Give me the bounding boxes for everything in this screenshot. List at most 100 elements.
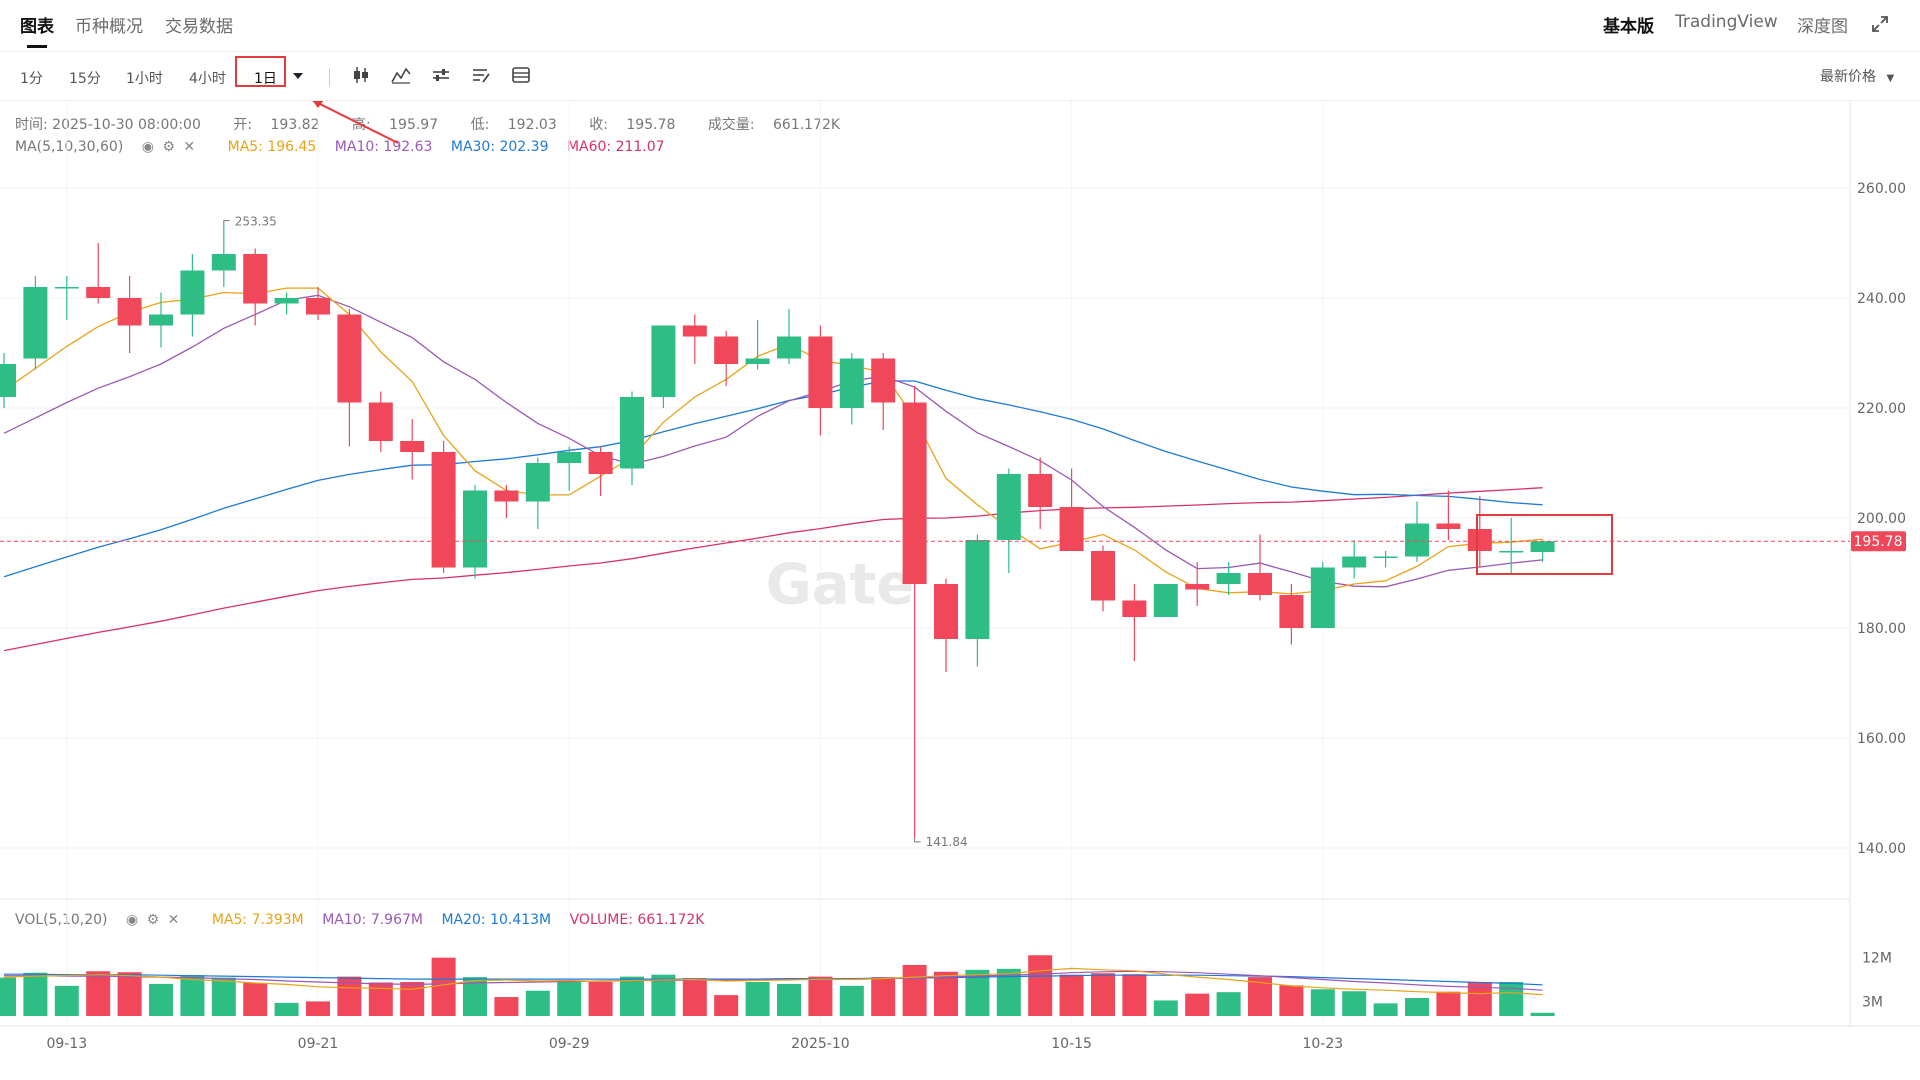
eye-icon[interactable]: ◉ — [141, 139, 154, 155]
eye-icon[interactable]: ◉ — [125, 912, 139, 928]
candle — [1310, 562, 1335, 628]
candle-body — [808, 336, 833, 408]
close-icon[interactable]: ✕ — [167, 912, 180, 928]
tab-basic-version[interactable]: 基本版 — [1603, 17, 1654, 37]
settings-icon[interactable]: ⚙ — [146, 912, 160, 928]
price-annotation: 141.84 — [914, 835, 968, 849]
annotation-label: 253.35 — [235, 215, 277, 229]
volume-bar — [117, 972, 142, 1016]
volume-ma20-line — [4, 973, 1543, 986]
annotation-pointer — [223, 220, 230, 225]
candle — [274, 292, 299, 315]
candle-body — [0, 364, 16, 397]
candle-body — [1530, 541, 1555, 552]
tab-tradingview[interactable]: TradingView — [1675, 12, 1778, 32]
candle-body — [934, 584, 958, 639]
candle — [839, 353, 864, 425]
candle-body — [714, 336, 739, 364]
timeframe-1d[interactable]: 1日 — [254, 71, 277, 87]
candle — [0, 353, 16, 408]
candle — [902, 386, 927, 838]
candle — [1499, 518, 1524, 573]
candle-body — [525, 463, 550, 502]
candlestick-chart[interactable]: 260.00 240.00 220.00 200.00 180.00 160.00 140.… — [0, 101, 1920, 1080]
time-tick-label: 09-21 — [298, 1036, 339, 1052]
candle — [1153, 584, 1178, 617]
tab-depth-chart[interactable]: 深度图 — [1797, 17, 1848, 37]
price-annotation: 253.35 — [223, 215, 277, 229]
indicator-icon[interactable] — [390, 64, 412, 86]
candle — [180, 254, 205, 337]
highlight-box — [1476, 514, 1613, 575]
candle-body — [180, 270, 205, 315]
volume-bar — [274, 1002, 299, 1016]
timeframe-dropdown-icon[interactable] — [292, 71, 304, 81]
volume-bar — [1499, 981, 1524, 1016]
volume-bar — [494, 997, 519, 1016]
last-price-tag — [1851, 531, 1906, 552]
candle — [1436, 490, 1461, 540]
close-icon[interactable]: ✕ — [183, 139, 196, 155]
price-tick-label: 180.00 — [1857, 621, 1906, 637]
candle — [808, 325, 833, 436]
candle — [1279, 584, 1304, 645]
timeframe-15m[interactable]: 15分 — [69, 71, 101, 87]
time-tick-label: 09-13 — [46, 1036, 87, 1052]
candle — [431, 441, 456, 573]
volume-bar — [243, 982, 268, 1016]
candle — [965, 534, 990, 667]
volume-bar — [1059, 974, 1084, 1016]
candle — [1216, 562, 1241, 595]
candle — [1530, 540, 1555, 562]
candle-body — [1059, 507, 1084, 551]
ma-legend-title: MA(5,10,30,60) — [15, 139, 124, 155]
candle — [23, 276, 48, 370]
candle-body — [557, 452, 582, 463]
candle-body — [965, 540, 990, 639]
candle-body — [1279, 595, 1304, 628]
candle — [588, 446, 613, 496]
settings-sliders-icon[interactable] — [430, 64, 452, 86]
candle-body — [54, 287, 79, 289]
toolbar-divider — [329, 68, 330, 86]
volume-bar — [682, 978, 707, 1016]
candle — [463, 485, 487, 579]
tab-coin-overview[interactable]: 币种概况 — [75, 17, 143, 37]
candle-body — [1373, 556, 1398, 558]
volume-bar — [1436, 991, 1461, 1016]
price-type-label: 最新价格 — [1820, 69, 1876, 85]
candle — [400, 419, 425, 480]
tab-trade-data[interactable]: 交易数据 — [165, 17, 233, 37]
ohlc-info-row: 时间: 2025-10-30 08:00:00 开: 193.82 高: 195… — [15, 114, 868, 134]
volume-value: VOLUME: 661.172K — [569, 912, 705, 928]
price-tick-label: 140.00 — [1857, 841, 1906, 857]
fullscreen-icon[interactable] — [1871, 15, 1889, 33]
candle-body — [1153, 584, 1178, 617]
annotation-pointer — [914, 837, 921, 843]
timeframe-1m[interactable]: 1分 — [20, 71, 43, 87]
chevron-down-icon: ▼ — [1886, 73, 1895, 84]
volume-bar — [1279, 985, 1304, 1016]
candlestick-type-icon[interactable] — [350, 64, 372, 86]
drawing-tools-icon[interactable] — [470, 64, 492, 86]
volume-bar — [1091, 973, 1115, 1016]
candle — [86, 243, 111, 304]
price-type-select[interactable]: 最新价格 ▼ — [1820, 66, 1894, 86]
open-info: 开: 193.82 — [233, 117, 320, 133]
candle — [211, 224, 236, 287]
timeframe-4h[interactable]: 4小时 — [189, 71, 226, 87]
candle-body — [682, 325, 707, 337]
volume-legend: VOL(5,10,20) ◉ ⚙ ✕ MA5: 7.393M MA10: 7.9… — [15, 912, 718, 928]
volume-bar — [368, 982, 393, 1016]
timeframe-1h[interactable]: 1小时 — [126, 71, 163, 87]
candle-body — [306, 298, 330, 315]
chart-settings-icon[interactable] — [510, 64, 532, 86]
tab-chart[interactable]: 图表 — [20, 17, 54, 37]
volume-bar — [902, 964, 927, 1016]
candle — [1059, 468, 1084, 551]
candle — [54, 276, 79, 320]
annotation-arrow — [311, 101, 399, 144]
volume-bar — [54, 985, 79, 1016]
time-tick-label: 09-29 — [549, 1036, 590, 1052]
settings-icon[interactable]: ⚙ — [162, 139, 175, 155]
